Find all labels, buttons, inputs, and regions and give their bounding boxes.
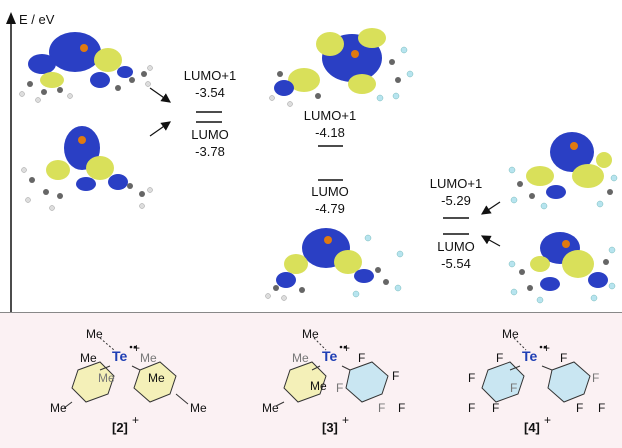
level-3-lumo-plus-1-energy: -4.18 (315, 125, 345, 140)
structure-4-f-8: F (576, 401, 583, 415)
structure-4-left-ring (481, 361, 525, 403)
compound-3-label: [3] (322, 420, 338, 435)
structure-3-right-ring (345, 361, 389, 403)
structure-4-charge: + (543, 341, 550, 355)
structure-4-f-9: F (598, 401, 605, 415)
structure-3-charge: + (343, 341, 350, 355)
structure-3-methyl-label: Me (302, 327, 319, 341)
structure-4-methyl-label: Me (502, 327, 519, 341)
structure-4-f-5: F (492, 401, 499, 415)
structure-4-f-7: F (592, 371, 599, 385)
structure-4-f-1: F (496, 351, 503, 365)
level-2-lumo-plus-1-energy: -3.54 (195, 85, 225, 100)
structure-4-right-ring (547, 361, 591, 403)
level-3-lumo-energy: -4.79 (315, 201, 345, 216)
compound-4-charge: + (544, 413, 551, 427)
structure-2-left-ring (71, 361, 115, 403)
level-2-lumo-energy: -3.78 (195, 144, 225, 159)
structure-3-left-ring (283, 361, 327, 403)
structure-2-te-label: Te (112, 348, 128, 364)
structure-3-te-label: Te (322, 348, 338, 364)
level-4-lumo-energy: -5.54 (441, 256, 471, 271)
structure-3-me-1: Me (292, 351, 309, 365)
orbital-4-lumo-plus-1 (508, 132, 618, 210)
structure-2-me-5: Me (50, 401, 67, 415)
structure-3-me-2: Me (310, 379, 327, 393)
orbital-4-lumo (508, 232, 616, 304)
level-4-lumo-plus-1-name: LUMO+1 (430, 176, 482, 191)
orbital-2-lumo-plus-1 (19, 32, 153, 103)
level-3-lumo-name: LUMO (311, 184, 349, 199)
compound-4-label: [4] (524, 420, 540, 435)
structure-4-te-label: Te (522, 348, 538, 364)
level-2-lumo-plus-1-name: LUMO+1 (184, 68, 236, 83)
arrow-2-lumo (149, 121, 171, 137)
structure-2-charge: + (133, 341, 140, 355)
level-4-lumo-name: LUMO (437, 239, 475, 254)
structure-2-me-1: Me (80, 351, 97, 365)
structure-2-me-2: Me (98, 371, 115, 385)
energy-axis-label: E / eV (19, 12, 55, 27)
structure-3-f-3: F (392, 369, 399, 383)
structure-2-methyl-label: Me (86, 327, 103, 341)
structure-3-f-5: F (398, 401, 405, 415)
structure-3-f-4: F (378, 401, 385, 415)
structure-4-f-4: F (468, 401, 475, 415)
arrow-2-lumo-plus-1 (149, 87, 171, 103)
level-4-lumo-plus-1-energy: -5.29 (441, 193, 471, 208)
structure-3-f-1: F (358, 351, 365, 365)
structure-2-right-ring (133, 361, 177, 403)
arrow-4-lumo (480, 235, 501, 247)
structure-2-me-4: Me (148, 371, 165, 385)
level-2-lumo-name: LUMO (191, 127, 229, 142)
arrow-4-lumo-plus-1 (481, 201, 501, 215)
structure-2-me-6: Me (190, 401, 207, 415)
structure-2-me-3: Me (140, 351, 157, 365)
orbital-2-lumo (21, 126, 153, 211)
lone-pair-dots (129, 345, 547, 349)
energy-axis-arrow (6, 12, 16, 24)
structure-3-me-3: Me (262, 401, 279, 415)
structure-4: Me Te + F F F F F F F F F [4] + (468, 327, 605, 435)
level-3-lumo-plus-1-name: LUMO+1 (304, 108, 356, 123)
structure-3: Me Te + Me Me Me F F F F F [3] + (262, 327, 405, 435)
compound-2-charge: + (132, 413, 139, 427)
structure-4-f-3: F (510, 381, 517, 395)
orbital-3-lumo (265, 228, 404, 301)
orbital-3-lumo-plus-1 (269, 28, 414, 107)
structure-3-f-2: F (336, 381, 343, 395)
compound-3-charge: + (342, 413, 349, 427)
structure-4-f-6: F (560, 351, 567, 365)
compound-2-label: [2] (112, 420, 128, 435)
structure-2: Me Te + Me Me Me Me Me Me [2] + (50, 327, 207, 435)
structure-4-f-2: F (468, 371, 475, 385)
